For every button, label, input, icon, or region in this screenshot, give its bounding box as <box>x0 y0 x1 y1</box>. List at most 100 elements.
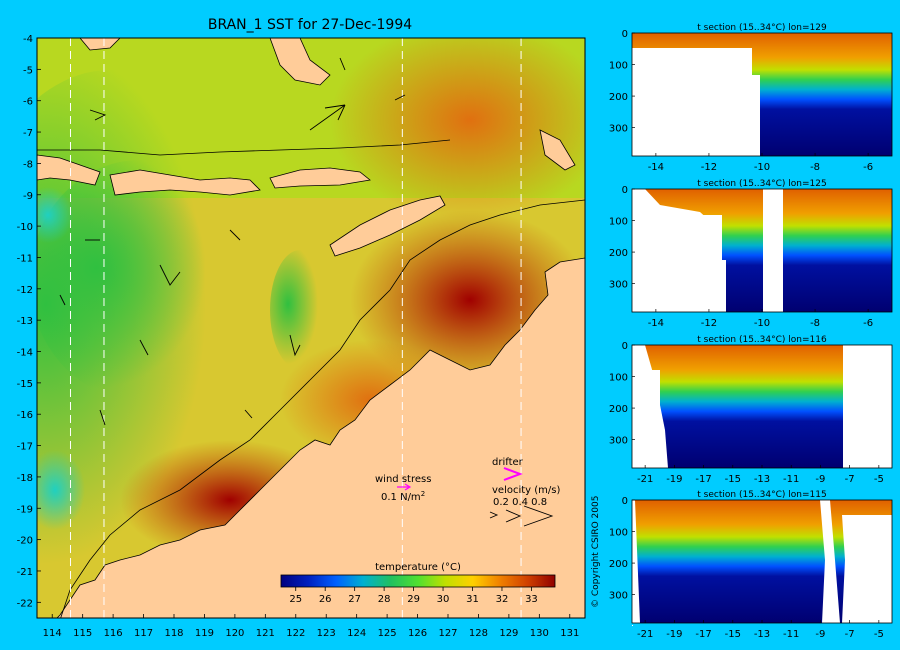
lon-tick-label: 128 <box>469 628 488 639</box>
lat-tick-label: -9 <box>23 191 33 202</box>
colorbar-tick-label: 28 <box>378 594 391 605</box>
lat-tick-label: -13 <box>17 316 33 327</box>
section-land-mask <box>820 500 840 623</box>
lat-tick-label: -11 <box>17 253 33 264</box>
lon-tick-label: 123 <box>317 628 336 639</box>
section-x-tick-label: -17 <box>695 474 711 485</box>
lat-tick-label: -15 <box>17 379 33 390</box>
lat-tick-label: -6 <box>23 97 33 108</box>
section-x-tick-label: -8 <box>810 318 820 329</box>
lat-tick-label: -10 <box>17 222 33 233</box>
section-x-tick-label: -19 <box>666 629 682 640</box>
section-x-tick-label: -11 <box>783 629 799 640</box>
section-land-mask <box>632 500 640 623</box>
colorbar-tick-label: 31 <box>466 594 479 605</box>
lat-tick-label: -21 <box>17 567 33 578</box>
velocity-label: velocity (m/s) <box>492 485 560 496</box>
lat-tick-label: -20 <box>17 536 33 547</box>
map-title: BRAN_1 SST for 27-Dec-1994 <box>208 17 412 33</box>
map-lat-ticks: -4 -5 -6 -7 -8 -9 -10 -11 -12 -13 -14 -15 -16 -17 -18 -… <box>17 34 41 609</box>
colorbar-tick-label: 27 <box>348 594 361 605</box>
lon-tick-label: 124 <box>347 628 366 639</box>
lon-tick-label: 127 <box>438 628 457 639</box>
section-y-tick-label: 0 <box>622 496 628 507</box>
lesser-sunda-islands <box>109 169 261 196</box>
wind-stress-arrow-icon <box>397 483 412 491</box>
section-x-tick-label: -21 <box>637 474 653 485</box>
drifter-label: drifter <box>492 457 524 468</box>
map-lon-ticks: 114 115 116 117 118 119 120 121 122 123 124 125 126 1… <box>43 614 579 639</box>
wind-stress-legend: wind stress 0.1 N/m2 <box>375 474 431 503</box>
timor-island <box>329 195 446 257</box>
colorbar-label: temperature (°C) <box>375 562 461 573</box>
section-x-tick-label: -6 <box>863 318 873 329</box>
lat-tick-label: -5 <box>23 65 33 76</box>
section-x-tick-label: -8 <box>810 162 820 173</box>
lon-tick-label: 114 <box>43 628 62 639</box>
section-land-mask <box>632 48 760 156</box>
section-panel-3: t section (15..34°C) lon=116 0 100 200 300 -2… <box>609 335 893 485</box>
velocity-arrows <box>59 57 406 426</box>
lon-tick-label: 116 <box>104 628 123 639</box>
velocity-arrow-icon-small <box>489 511 499 519</box>
section-y-tick-label: 0 <box>622 341 628 352</box>
section-y-tick-label: 300 <box>609 436 628 447</box>
section-y-tick-label: 200 <box>609 559 628 570</box>
colorbar-tick-label: 33 <box>525 594 538 605</box>
copyright-text: © Copyright CSIRO 2005 <box>591 496 601 608</box>
colorbar-tick-label: 26 <box>319 594 332 605</box>
section-land-mask <box>632 625 633 626</box>
sst-map <box>37 38 585 618</box>
lat-tick-label: -16 <box>17 410 33 421</box>
lat-tick-label: -4 <box>23 34 33 45</box>
drifter-legend: drifter velocity (m/s) 0.2 0.4 0.8 <box>489 457 560 527</box>
lat-tick-label: -17 <box>17 442 33 453</box>
section-land-mask <box>842 515 892 623</box>
cool-west-patch-2 <box>37 160 250 400</box>
section-y-tick-label: 200 <box>609 404 628 415</box>
section-land-mask <box>632 189 725 312</box>
lat-tick-label: -8 <box>23 159 33 170</box>
section-y-tick-label: 100 <box>609 528 628 539</box>
velocity-scale: 0.2 0.4 0.8 <box>493 497 547 508</box>
section-x-tick-label: -15 <box>725 474 741 485</box>
flores-island <box>269 167 371 189</box>
lat-tick-label: -7 <box>23 128 33 139</box>
lon-tick-label: 129 <box>499 628 518 639</box>
section-y-tick-label: 300 <box>609 280 628 291</box>
section-land-mask <box>632 345 668 468</box>
colorbar-gradient <box>280 574 556 588</box>
section-x-tick-label: -5 <box>874 629 884 640</box>
section-y-tick-label: 100 <box>609 217 628 228</box>
australia-land <box>56 257 585 618</box>
section-panel-2: t section (15..34°C) lon=125 0 100 200 300 -1… <box>609 179 893 329</box>
colorbar: temperature (°C) 25 26 27 28 29 30 31 32 33 <box>280 562 556 605</box>
section-y-tick-label: 100 <box>609 373 628 384</box>
east-island <box>539 129 576 171</box>
section-y-tick-label: 200 <box>609 92 628 103</box>
section-x-tick-label: -17 <box>695 629 711 640</box>
lon-tick-label: 120 <box>225 628 244 639</box>
lon-tick-label: 126 <box>408 628 427 639</box>
cyan-eddy-2 <box>37 450 85 530</box>
section-x-tick-label: -10 <box>754 162 770 173</box>
section-x-tick-label: -10 <box>754 318 770 329</box>
lat-tick-label: -19 <box>17 504 33 515</box>
section-x-tick-label: -5 <box>874 474 884 485</box>
colorbar-tick-label: 25 <box>289 594 302 605</box>
drifter-arrow-icon <box>503 467 523 481</box>
northern-island <box>79 38 121 51</box>
section-title: t section (15..34°C) lon=125 <box>697 179 826 189</box>
colorbar-tick-label: 30 <box>437 594 450 605</box>
velocity-arrow-icon-medium <box>505 509 522 523</box>
green-filament <box>270 250 330 370</box>
section-x-tick-label: -12 <box>701 318 717 329</box>
velocity-arrow-icon-large <box>523 505 554 527</box>
section-title: t section (15..34°C) lon=129 <box>697 23 827 33</box>
section-x-tick-label: -14 <box>648 162 664 173</box>
section-x-tick-label: -11 <box>783 474 799 485</box>
section-x-tick-label: -7 <box>845 629 855 640</box>
java-island <box>37 154 101 186</box>
lat-tick-label: -12 <box>17 285 33 296</box>
section-x-tick-label: -13 <box>754 474 770 485</box>
